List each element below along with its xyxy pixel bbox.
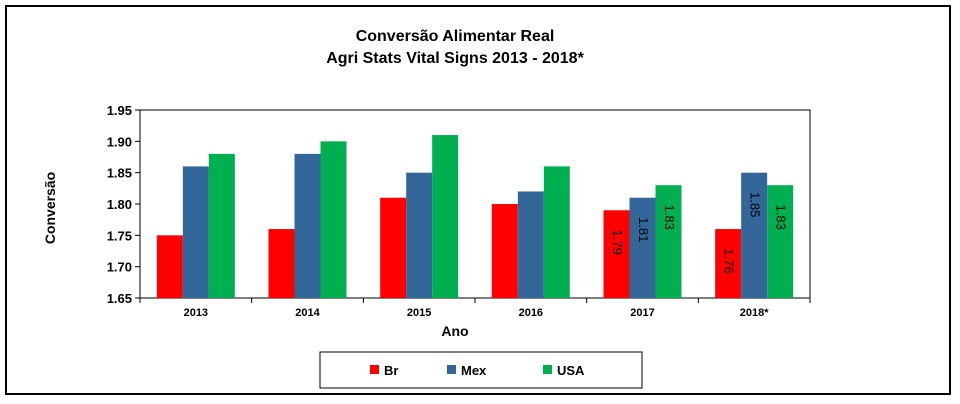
bar-br bbox=[491, 204, 518, 298]
bar-mex bbox=[294, 153, 321, 298]
legend-label-usa: USA bbox=[557, 363, 585, 378]
x-tick-label: 2016 bbox=[519, 307, 543, 319]
bar-usa bbox=[320, 141, 347, 298]
bar-usa bbox=[208, 153, 235, 298]
bar-mex bbox=[629, 197, 656, 298]
legend-swatch-br bbox=[370, 365, 379, 374]
data-label: 1.79 bbox=[610, 230, 625, 255]
data-label: 1.81 bbox=[636, 217, 651, 242]
legend-swatch-mex bbox=[447, 365, 456, 374]
bar-br bbox=[268, 229, 295, 298]
chart-subtitle: Agri Stats Vital Signs 2013 - 2018* bbox=[326, 50, 584, 67]
bar-usa bbox=[655, 185, 682, 298]
x-tick-label: 2015 bbox=[407, 307, 431, 319]
bar-usa bbox=[543, 166, 570, 298]
bar-br bbox=[603, 210, 630, 298]
legend-swatch-usa bbox=[543, 365, 552, 374]
bar-mex bbox=[182, 166, 209, 298]
y-tick-label: 1.80 bbox=[107, 197, 132, 212]
bar-mex bbox=[517, 191, 544, 298]
y-tick-label: 1.75 bbox=[107, 228, 132, 243]
x-tick-label: 2018* bbox=[740, 307, 769, 319]
y-tick-label: 1.90 bbox=[107, 134, 132, 149]
bar-br bbox=[715, 229, 742, 298]
bar-usa bbox=[767, 185, 794, 298]
legend-label-mex: Mex bbox=[461, 363, 487, 378]
y-axis-label: Conversão bbox=[42, 172, 58, 244]
y-tick-label: 1.65 bbox=[107, 291, 132, 306]
x-axis-label: Ano bbox=[441, 323, 468, 339]
bar-mex bbox=[406, 172, 433, 298]
bar-br bbox=[156, 235, 183, 298]
legend-box bbox=[319, 351, 643, 389]
y-tick-label: 1.85 bbox=[107, 166, 132, 181]
data-label: 1.76 bbox=[722, 248, 737, 273]
bar-mex bbox=[741, 172, 768, 298]
data-label: 1.83 bbox=[662, 205, 677, 230]
plot-area bbox=[139, 109, 811, 299]
bar-br bbox=[380, 197, 407, 298]
y-tick-label: 1.70 bbox=[107, 260, 132, 275]
y-tick-label: 1.95 bbox=[107, 103, 132, 118]
bar-usa bbox=[432, 135, 459, 298]
data-label: 1.83 bbox=[774, 205, 789, 230]
x-tick-label: 2014 bbox=[295, 307, 320, 319]
data-label: 1.85 bbox=[748, 192, 763, 217]
legend-label-br: Br bbox=[384, 363, 398, 378]
x-tick-label: 2013 bbox=[184, 307, 208, 319]
x-tick-label: 2017 bbox=[630, 307, 654, 319]
chart-title: Conversão Alimentar Real bbox=[356, 28, 555, 45]
